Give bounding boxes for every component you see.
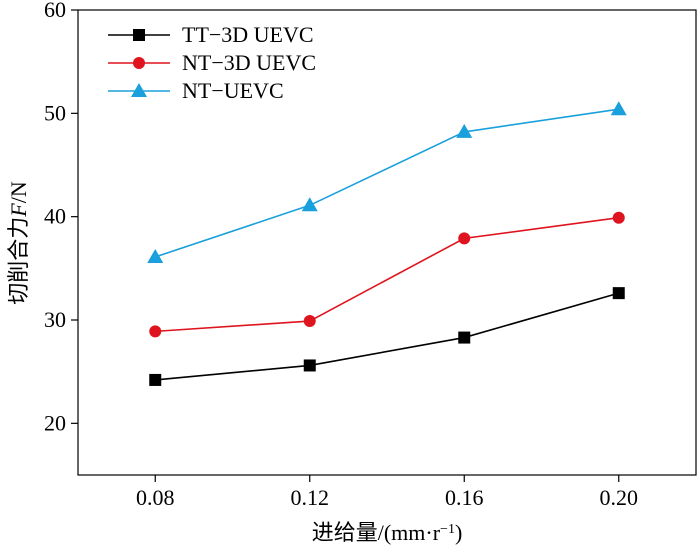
legend-item: NT−UEVC (108, 78, 284, 103)
y-tick-label: 20 (44, 410, 66, 435)
data-point (458, 331, 471, 344)
data-point (149, 373, 162, 386)
legend-marker (131, 83, 147, 97)
series-0 (149, 287, 625, 386)
y-tick-label: 30 (44, 307, 66, 332)
data-point (612, 211, 625, 224)
x-axis-title: 进给量/(mm·r−1) (312, 520, 463, 545)
data-point (456, 123, 473, 138)
plot-area (77, 9, 697, 476)
series-layer (147, 101, 627, 386)
legend-label: NT−3D UEVC (182, 50, 316, 75)
y-axis: 20 30 40 50 60 (44, 0, 78, 435)
data-point (612, 287, 625, 300)
data-point (303, 315, 316, 328)
x-tick-label: 0.08 (136, 485, 175, 510)
y-tick-label: 50 (44, 100, 66, 125)
series-line (155, 292, 619, 381)
legend-label: NT−UEVC (182, 78, 284, 103)
y-axis-title: 切削合力F/N (6, 181, 31, 305)
data-point (147, 248, 164, 263)
x-axis: 0.08 0.12 0.16 0.20 (136, 475, 638, 510)
data-point (458, 232, 471, 245)
data-point (303, 359, 316, 372)
legend: TT−3D UEVC NT−3D UEVC NT−UEVC (108, 22, 316, 103)
data-point (301, 197, 318, 212)
legend-item: NT−3D UEVC (108, 50, 316, 75)
legend-marker (133, 29, 145, 41)
legend-item: TT−3D UEVC (108, 22, 314, 47)
legend-marker (133, 57, 145, 69)
data-point (610, 101, 627, 116)
y-tick-label: 40 (44, 204, 66, 229)
data-point (149, 325, 162, 338)
x-tick-label: 0.20 (600, 485, 639, 510)
x-tick-label: 0.16 (445, 485, 484, 510)
series-1 (149, 211, 625, 338)
series-2 (147, 101, 627, 263)
y-tick-label: 60 (44, 0, 66, 22)
series-line (154, 108, 619, 258)
legend-label: TT−3D UEVC (182, 22, 314, 47)
x-tick-label: 0.12 (291, 485, 330, 510)
series-line (155, 216, 619, 333)
